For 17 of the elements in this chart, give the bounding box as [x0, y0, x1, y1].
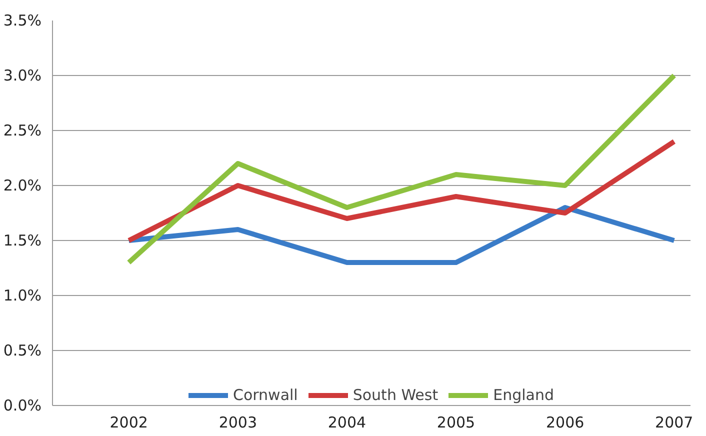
legend-label: Cornwall	[232, 385, 298, 405]
y-tick-label: 1.0%	[3, 286, 42, 304]
y-tick-label: 2.0%	[3, 176, 42, 194]
x-tick-label: 2005	[436, 414, 476, 432]
x-tick-label: 2007	[655, 414, 694, 432]
y-tick-label: 3.0%	[3, 66, 42, 84]
y-tick-label: 3.5%	[3, 12, 42, 30]
legend-label: South West	[352, 385, 438, 405]
x-tick-label: 2003	[218, 414, 257, 432]
y-tick-label: 0.5%	[3, 342, 42, 360]
y-tick-label: 2.5%	[3, 122, 42, 140]
x-tick-label: 2002	[110, 414, 148, 432]
x-tick-label: 2004	[328, 414, 366, 432]
x-tick-label: 2006	[546, 414, 584, 432]
y-tick-label: 1.5%	[3, 232, 42, 250]
y-tick-label: 0.0%	[3, 396, 42, 414]
legend-label: England	[493, 385, 554, 405]
